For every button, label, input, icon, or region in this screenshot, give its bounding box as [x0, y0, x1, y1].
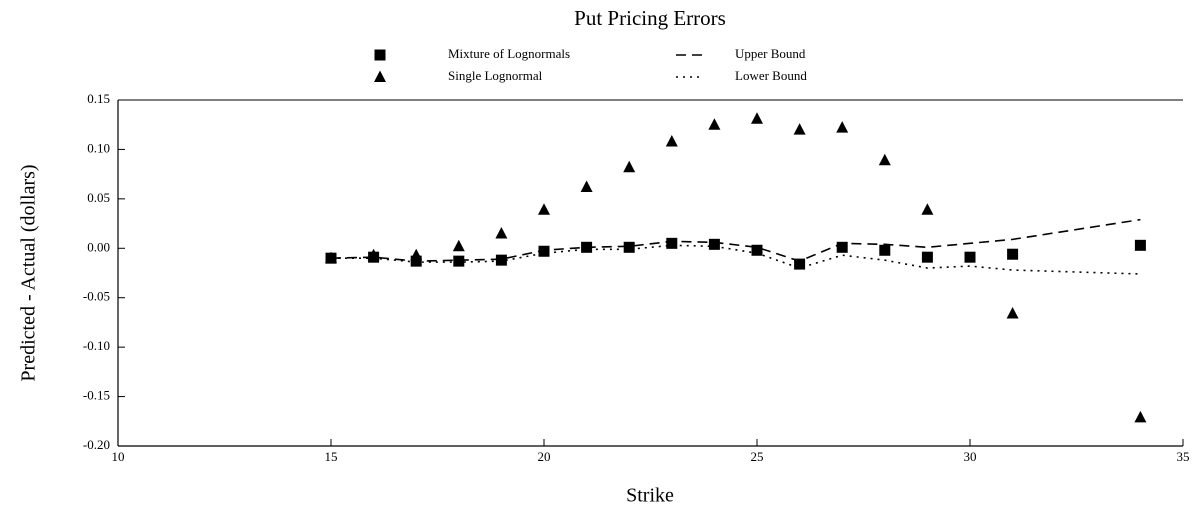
y-tick-label: -0.15: [83, 388, 110, 403]
point: [1134, 239, 1146, 251]
y-tick-label: -0.10: [83, 338, 110, 353]
point: [623, 160, 636, 173]
legend-label: Mixture of Lognormals: [448, 46, 570, 61]
legend-label: Lower Bound: [735, 68, 807, 83]
x-tick-label: 10: [112, 449, 125, 464]
point: [751, 112, 763, 124]
legend-marker: [374, 49, 386, 61]
point: [538, 203, 550, 215]
x-axis-label: Strike: [626, 485, 674, 507]
x-tick-label: 15: [325, 449, 338, 464]
series-line: [331, 244, 1141, 275]
point: [1006, 307, 1019, 319]
y-tick-label: 0.05: [87, 190, 110, 205]
point: [1007, 248, 1019, 260]
point: [453, 255, 465, 267]
legend-label: Single Lognormal: [448, 68, 543, 83]
point: [836, 121, 849, 133]
x-tick-label: 25: [751, 449, 764, 464]
point: [452, 239, 465, 252]
y-axis-label: Predicted - Actual (dollars): [18, 164, 40, 381]
point: [325, 251, 337, 264]
point: [410, 255, 422, 267]
legend-label: Upper Bound: [735, 46, 806, 61]
point: [879, 244, 891, 256]
point: [708, 238, 720, 250]
y-tick-label: 0.10: [87, 140, 110, 155]
point: [1134, 410, 1147, 423]
point: [964, 251, 976, 263]
point: [623, 241, 635, 253]
point: [878, 153, 891, 166]
series-line: [330, 218, 1141, 262]
chart-title: Put Pricing Errors: [574, 6, 726, 30]
x-tick-label: 30: [964, 449, 977, 464]
point: [708, 118, 721, 130]
point: [410, 248, 423, 261]
point: [921, 203, 934, 215]
point: [666, 237, 678, 249]
point: [495, 254, 507, 266]
point: [367, 248, 380, 261]
x-tick-label: 20: [538, 449, 551, 464]
y-tick-label: -0.20: [83, 437, 110, 452]
point: [794, 258, 806, 270]
point: [836, 241, 848, 253]
point: [665, 135, 678, 147]
point: [581, 241, 593, 253]
y-tick-label: 0.00: [87, 239, 110, 254]
point: [751, 244, 763, 256]
point: [580, 180, 593, 192]
y-tick-label: -0.05: [83, 289, 110, 304]
point: [921, 251, 933, 263]
point: [495, 226, 508, 239]
legend-marker: [374, 70, 386, 82]
point: [538, 245, 550, 257]
y-tick-label: 0.15: [87, 91, 110, 106]
point: [793, 123, 806, 135]
x-tick-label: 35: [1177, 449, 1190, 464]
